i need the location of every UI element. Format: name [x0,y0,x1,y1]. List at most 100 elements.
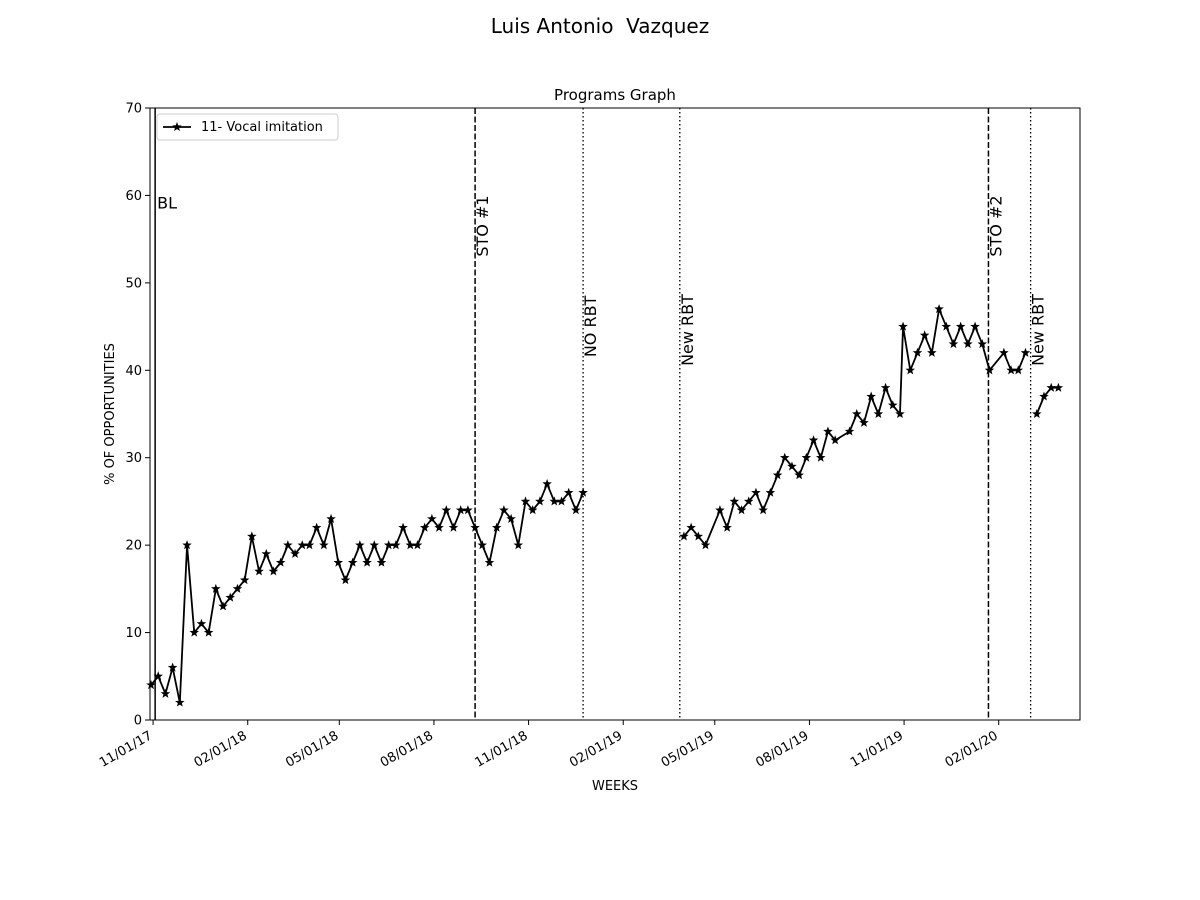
data-point [715,505,725,515]
phase-label: New RBT [678,294,697,366]
data-point [779,452,790,462]
data-point [261,548,272,558]
data-point [268,566,279,576]
data-point [1046,382,1056,392]
data-point [679,531,689,541]
data-point [830,435,840,445]
data-point [412,540,423,550]
data-point [578,487,588,497]
x-tick-label: 02/01/19 [567,728,625,770]
data-point [1039,391,1049,401]
phase-lines: BL STO #1 NO RBT New RBT STO #2 New RBT [154,108,1048,720]
data-point [888,400,898,410]
data-point [743,496,754,506]
data-point [455,505,466,515]
data-point [859,417,869,427]
data-point [801,452,812,462]
data-point [571,505,581,515]
data-point [772,470,783,480]
phase-label: New RBT [1029,294,1048,366]
y-tick-label: 30 [125,451,142,466]
chart-title: Programs Graph [554,86,676,104]
x-axis-label: WEEKS [592,779,638,794]
data-point [880,382,891,392]
data-point [506,513,516,523]
data-point [225,592,235,602]
data-point [563,487,574,497]
series-line [683,308,1027,547]
data-point [549,496,560,506]
data-point [448,522,459,532]
y-axis: 0 10 20 30 40 50 60 70 [125,102,150,729]
phase-label: STO #1 [473,195,492,256]
data-point [347,557,358,567]
data-point [311,522,322,532]
phase-label: BL [157,194,177,213]
x-tick-label: 08/01/19 [753,728,811,770]
data-point [905,365,916,375]
data-point [383,540,394,550]
data-point [852,409,862,419]
data-point [844,426,855,436]
data-point [290,548,300,558]
data-point [999,347,1009,357]
data-point [326,513,336,523]
data-point [873,409,884,419]
data-point [787,461,797,471]
data-point [963,339,973,349]
data-point [175,697,185,707]
data-point [419,522,430,532]
data-point [477,540,488,550]
plot-frame [149,107,1081,721]
data-point [254,566,264,576]
data-point [736,505,747,515]
y-tick-label: 60 [125,189,142,204]
data-point [427,513,437,523]
data-point [203,627,214,637]
x-tick-label: 02/01/18 [192,728,250,770]
data-point [182,540,192,550]
y-tick-label: 40 [125,364,142,379]
data-point [275,557,286,567]
data-point [794,470,804,480]
data-point [470,522,480,532]
data-point [1053,382,1064,392]
data-point [758,505,768,515]
x-tick-label: 11/01/17 [97,728,155,770]
phase-label: NO RBT [581,295,600,357]
data-point [556,496,567,506]
data-point [977,339,988,349]
data-point [816,452,826,462]
series-line [1035,386,1059,415]
data-point [948,339,959,349]
data-point [751,487,761,497]
data-point [355,540,365,550]
data-point [520,496,531,506]
data-point [398,522,408,532]
data-point [304,540,315,550]
data-point [898,321,908,331]
y-tick-label: 50 [125,276,142,291]
y-tick-label: 0 [134,714,142,729]
data-point [970,321,980,331]
data-point [941,321,952,331]
data-point [866,391,876,401]
data-point [542,478,552,488]
x-tick-label: 08/01/18 [378,728,436,770]
data-point [340,575,351,585]
data-point [362,557,372,567]
data-point [808,435,819,445]
figure-title: Luis Antonio Vazquez [490,14,710,38]
data-point [934,304,944,314]
y-tick-label: 70 [125,102,142,117]
data-point [686,522,696,532]
data-point [463,505,473,515]
data-point [405,540,416,550]
data-point [1006,365,1016,375]
legend-label: 11- Vocal imitation [201,120,323,135]
data-point [434,522,444,532]
data-point [232,583,243,593]
data-point [491,522,502,532]
data-point [146,680,156,690]
